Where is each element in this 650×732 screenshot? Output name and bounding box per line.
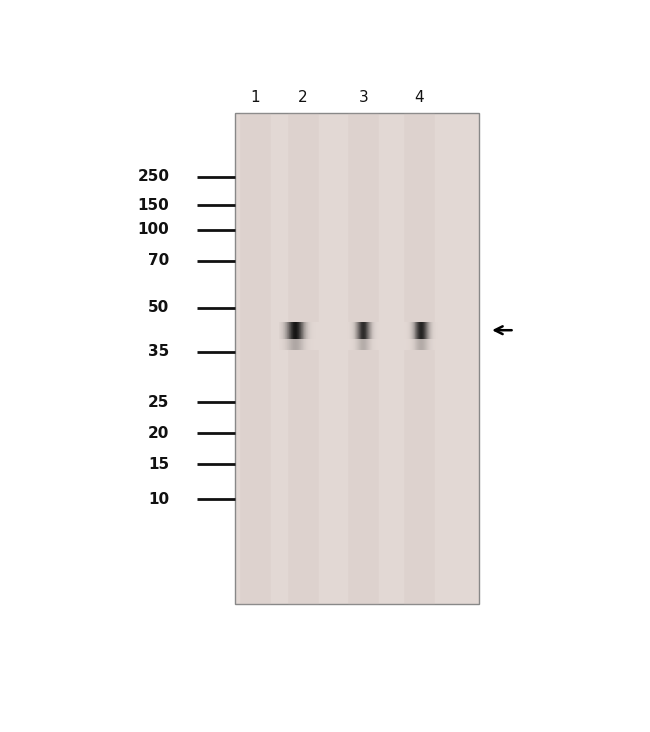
Text: 3: 3 — [359, 90, 368, 105]
Text: 10: 10 — [148, 492, 170, 507]
Text: 70: 70 — [148, 253, 170, 269]
Text: 2: 2 — [298, 90, 307, 105]
Text: 4: 4 — [414, 90, 424, 105]
Text: 250: 250 — [137, 169, 170, 184]
Text: 20: 20 — [148, 426, 170, 441]
Bar — [235, 113, 479, 604]
Text: 35: 35 — [148, 344, 170, 359]
Text: 150: 150 — [138, 198, 170, 212]
Text: 50: 50 — [148, 300, 170, 315]
Text: 15: 15 — [148, 457, 170, 472]
Text: 100: 100 — [138, 223, 170, 237]
Text: 1: 1 — [250, 90, 260, 105]
Text: 25: 25 — [148, 395, 170, 410]
